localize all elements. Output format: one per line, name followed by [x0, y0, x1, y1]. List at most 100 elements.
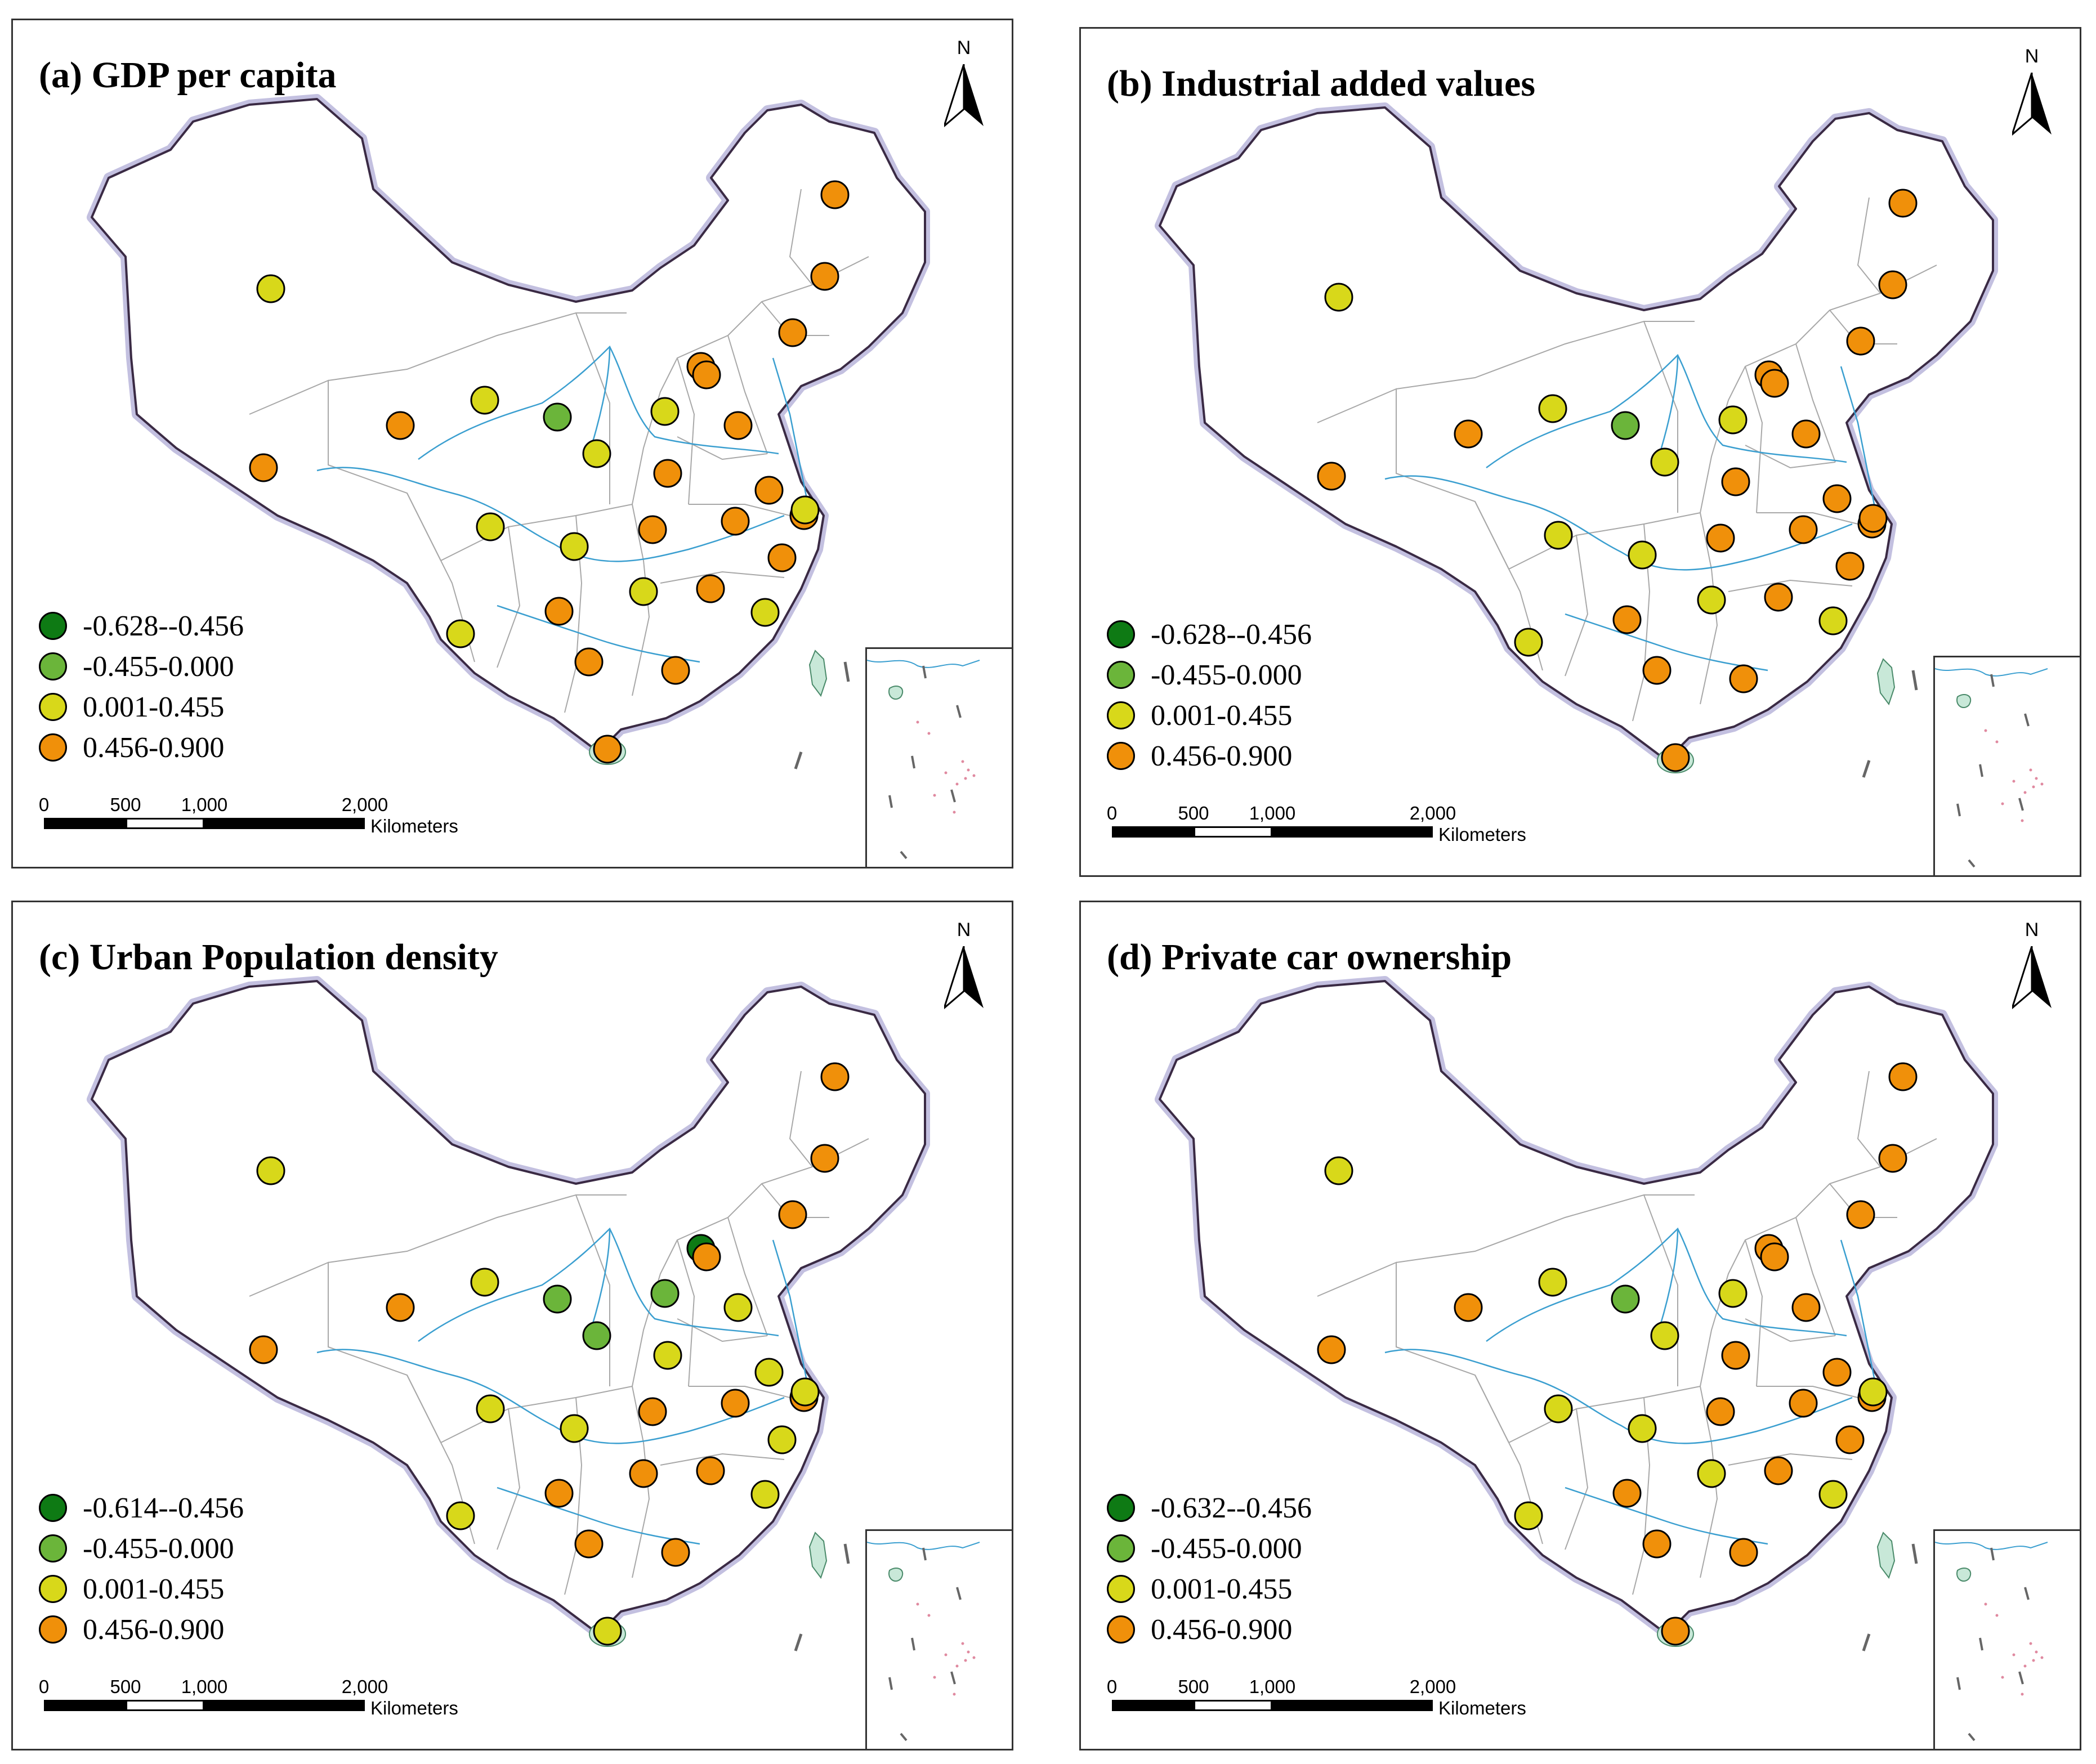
- province-point: [1835, 552, 1865, 581]
- province-point: [1544, 1394, 1573, 1423]
- legend: -0.632--0.456 -0.455-0.000 0.001-0.455 0.45…: [1107, 1488, 1312, 1650]
- province-point: [1628, 540, 1657, 570]
- province-point: [1791, 419, 1821, 449]
- taiwan-island: [1876, 658, 1896, 706]
- legend-label: 0.456-0.900: [83, 731, 225, 764]
- scale-tick-label: 0: [38, 794, 50, 815]
- province-point: [790, 1377, 820, 1407]
- province-border: [632, 1217, 729, 1387]
- scale-segment: [44, 818, 126, 829]
- sea-boundary-mark: [1911, 1543, 1918, 1564]
- province-border: [1745, 1239, 1763, 1387]
- province-point: [593, 1617, 622, 1646]
- scale-tick-label: 2,000: [341, 794, 388, 815]
- province-border: [1508, 512, 1701, 570]
- province-border: [789, 1071, 813, 1167]
- province-point: [249, 1335, 278, 1364]
- province-border: [677, 357, 695, 505]
- legend-label: -0.632--0.456: [1151, 1492, 1312, 1524]
- province-point: [723, 1293, 753, 1322]
- province-point: [1514, 628, 1543, 657]
- legend-label: -0.455-0.000: [83, 650, 234, 683]
- province-border: [1728, 1453, 1853, 1466]
- legend-swatch-icon: [1107, 1534, 1135, 1562]
- province-point: [1760, 1242, 1789, 1271]
- north-arrow-icon: N: [938, 37, 989, 144]
- province-point: [1706, 1397, 1735, 1426]
- sea-boundary-mark: [794, 751, 803, 769]
- china-map: [1155, 976, 1998, 1651]
- legend-swatch-icon: [1107, 620, 1135, 648]
- north-arrow-icon: N: [2006, 919, 2057, 1026]
- south-china-sea-inset: [865, 647, 1012, 867]
- province-border: [575, 1194, 610, 1386]
- province-point: [1324, 1156, 1353, 1185]
- province-point: [692, 1242, 721, 1271]
- province-border: [440, 1386, 633, 1443]
- legend-label: -0.628--0.456: [83, 610, 244, 642]
- scale-segment: [44, 1700, 126, 1711]
- legend-label: 0.001-0.455: [1151, 1573, 1293, 1605]
- province-border: [1728, 579, 1853, 592]
- province-border: [1857, 1071, 1881, 1167]
- province-point: [543, 402, 572, 432]
- province-point: [1706, 523, 1735, 553]
- legend-swatch-icon: [1107, 1575, 1135, 1603]
- legend-swatch-icon: [39, 612, 67, 640]
- province-border: [1700, 343, 1796, 513]
- panel-a: (a) GDP per capita N -0.628--0.456 -0.455-0…: [11, 19, 1013, 868]
- scale-segment: [126, 1700, 204, 1711]
- legend-item: 0.456-0.900: [39, 1609, 244, 1650]
- legend-item: -0.455-0.000: [1107, 655, 1312, 695]
- legend-swatch-icon: [39, 1494, 67, 1522]
- legend-swatch-icon: [39, 693, 67, 721]
- province-point: [256, 1156, 285, 1185]
- legend-swatch-icon: [1107, 661, 1135, 689]
- legend-item: -0.455-0.000: [1107, 1528, 1312, 1569]
- province-point: [593, 735, 622, 764]
- province-border: [689, 1386, 790, 1398]
- scale-segment: [1112, 1700, 1194, 1711]
- legend-label: 0.456-0.900: [1151, 1613, 1293, 1646]
- province-point: [1764, 583, 1793, 612]
- north-label: N: [957, 919, 971, 941]
- scale-tick-label: 2,000: [1409, 803, 1456, 823]
- province-border: [677, 1239, 695, 1387]
- sea-boundary-mark: [1911, 670, 1918, 691]
- legend-item: 0.456-0.900: [1107, 1609, 1312, 1650]
- province-border: [1757, 1386, 1858, 1398]
- scale-unit: Kilometers: [1438, 824, 1526, 845]
- province-point: [470, 1268, 499, 1297]
- panel-c: (c) Urban Population density N -0.614--0.4…: [11, 901, 1013, 1750]
- scale-segment: [204, 1700, 365, 1711]
- legend-label: 0.001-0.455: [83, 1573, 225, 1605]
- legend-item: -0.628--0.456: [1107, 614, 1312, 655]
- province-point: [696, 1456, 725, 1485]
- province-point: [582, 439, 611, 468]
- province-point: [560, 1414, 589, 1443]
- province-border: [660, 1453, 785, 1466]
- province-border: [689, 504, 790, 516]
- province-point: [1718, 1279, 1748, 1308]
- province-point: [1514, 1501, 1543, 1530]
- scale-tick-label: 500: [1178, 1676, 1209, 1697]
- scale-unit: Kilometers: [1438, 1698, 1526, 1718]
- taiwan-island: [808, 650, 828, 697]
- province-border: [1643, 321, 1678, 513]
- province-point: [754, 476, 784, 505]
- province-point: [386, 411, 415, 440]
- north-arrow-icon: N: [938, 919, 989, 1026]
- province-border: [1643, 1194, 1678, 1386]
- province-point: [544, 1479, 574, 1508]
- province-border: [328, 1194, 627, 1263]
- scale-tick-label: 1,000: [181, 1676, 228, 1697]
- province-point: [1789, 1389, 1818, 1418]
- province-point: [1760, 369, 1789, 398]
- legend-swatch-icon: [39, 1615, 67, 1644]
- province-point: [1721, 467, 1750, 496]
- scale-unit: Kilometers: [370, 816, 458, 836]
- province-point: [692, 360, 721, 389]
- province-border: [1565, 535, 1589, 677]
- province-point: [1642, 656, 1672, 685]
- province-point: [1878, 270, 1907, 299]
